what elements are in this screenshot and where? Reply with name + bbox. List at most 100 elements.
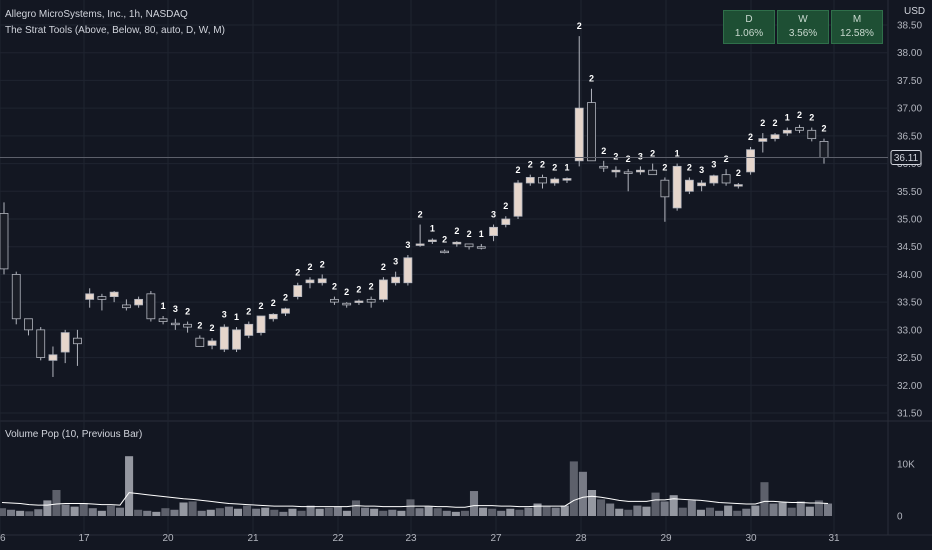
candle (207, 338, 217, 350)
volume-bar (796, 501, 805, 516)
tf-value: 3.56% (788, 28, 818, 39)
candle-body (476, 246, 486, 249)
price-tick-label: 34.00 (897, 270, 922, 281)
candle-body (232, 329, 241, 350)
candle-body (109, 291, 119, 297)
candle-body (599, 165, 609, 169)
candle (464, 243, 474, 250)
volume-bar (551, 507, 560, 516)
strat-label: 2 (454, 226, 459, 236)
candle-body (623, 171, 633, 174)
candle-body (758, 138, 768, 142)
volume-indicator-title[interactable]: Volume Pop (10, Previous Bar) (5, 429, 143, 440)
volume-bar (170, 509, 179, 516)
candle-body (427, 239, 437, 242)
volume-bar (279, 511, 288, 516)
volume-bar (787, 507, 796, 516)
volume-bar (370, 508, 379, 516)
symbol-title[interactable]: Allegro MicroSystems, Inc., 1h, NASDAQ (5, 9, 188, 20)
candle (330, 296, 339, 305)
candle (121, 299, 131, 311)
volume-bar (615, 508, 624, 516)
price-axis[interactable]: 38.5038.0037.5037.0036.5036.0035.5035.00… (897, 21, 922, 420)
candle-body (183, 323, 192, 328)
volume-bar (587, 490, 597, 516)
volume-bar (814, 500, 823, 516)
strat-label: 2 (356, 284, 361, 294)
candle (672, 163, 682, 211)
strat-label: 3 (699, 165, 704, 175)
volume-bar (760, 482, 769, 516)
candle (183, 321, 192, 333)
volume-bars (0, 456, 833, 516)
volume-bar (361, 507, 370, 516)
candle (36, 327, 46, 361)
candle-body (807, 129, 817, 140)
volume-bar (642, 506, 651, 516)
strat-label: 2 (344, 287, 349, 297)
volume-bar (597, 499, 606, 516)
volume-bar (88, 508, 97, 516)
candle (746, 146, 755, 175)
volume-axis[interactable]: 10K 0 (897, 460, 915, 523)
strat-label: 3 (491, 210, 496, 220)
volume-bar (224, 506, 233, 516)
volume-bar (606, 503, 615, 516)
candle (195, 335, 205, 347)
strat-label: 2 (773, 118, 778, 128)
time-tick-label: 16 (0, 533, 6, 544)
volume-bar (324, 507, 333, 516)
indicator-title[interactable]: The Strat Tools (Above, Below, 80, auto,… (5, 25, 225, 36)
candle (427, 238, 437, 244)
volume-bar (424, 506, 433, 516)
time-tick-label: 22 (332, 533, 344, 544)
volume-bar (524, 507, 533, 516)
candle (709, 174, 719, 186)
tf-label: D (745, 14, 753, 25)
candle (146, 291, 156, 322)
volume-bar (134, 509, 143, 516)
price-tick-label: 38.50 (897, 21, 922, 32)
volume-bar (651, 492, 660, 516)
strat-label: 2 (748, 132, 753, 142)
candle-body (268, 313, 278, 320)
last-price-tag: 36.11 (890, 149, 922, 165)
currency-label: USD (904, 6, 926, 17)
candle (317, 274, 327, 286)
strat-label: 1 (234, 312, 239, 322)
candle-body (452, 241, 462, 245)
volume-average-line (1, 492, 829, 508)
candle-body (684, 179, 694, 192)
volume-bar (778, 502, 787, 516)
volume-bar (16, 510, 25, 516)
volume-bar (243, 505, 252, 516)
candle-body (782, 129, 792, 134)
time-axis[interactable]: 16 17 20 21 22 23 27 28 29 30 31 (0, 533, 840, 544)
strat-label: 2 (797, 110, 802, 120)
volume-bar (97, 510, 106, 516)
tf-value: 12.58% (840, 28, 874, 39)
last-price-tag-bg (890, 149, 922, 165)
strat-label: 2 (687, 162, 692, 172)
volume-bar (43, 500, 52, 516)
volume-bar (152, 511, 161, 516)
time-tick-label: 23 (405, 533, 417, 544)
volume-bar (52, 490, 61, 516)
strat-label: 2 (601, 146, 606, 156)
volume-bar (379, 510, 388, 516)
volume-bar (660, 501, 669, 516)
last-price-value: 36.11 (894, 153, 919, 164)
volume-bar (161, 508, 170, 516)
volume-bar (270, 509, 279, 516)
strat-label: 2 (626, 154, 631, 164)
volume-bar (342, 510, 351, 516)
strat-label: 2 (295, 268, 300, 278)
candle (550, 177, 560, 186)
candle-body (574, 107, 584, 162)
strat-label: 2 (613, 151, 618, 161)
candle (73, 329, 82, 366)
strat-label: 1 (675, 149, 680, 159)
candle (415, 224, 425, 247)
tf-label: W (798, 14, 808, 25)
